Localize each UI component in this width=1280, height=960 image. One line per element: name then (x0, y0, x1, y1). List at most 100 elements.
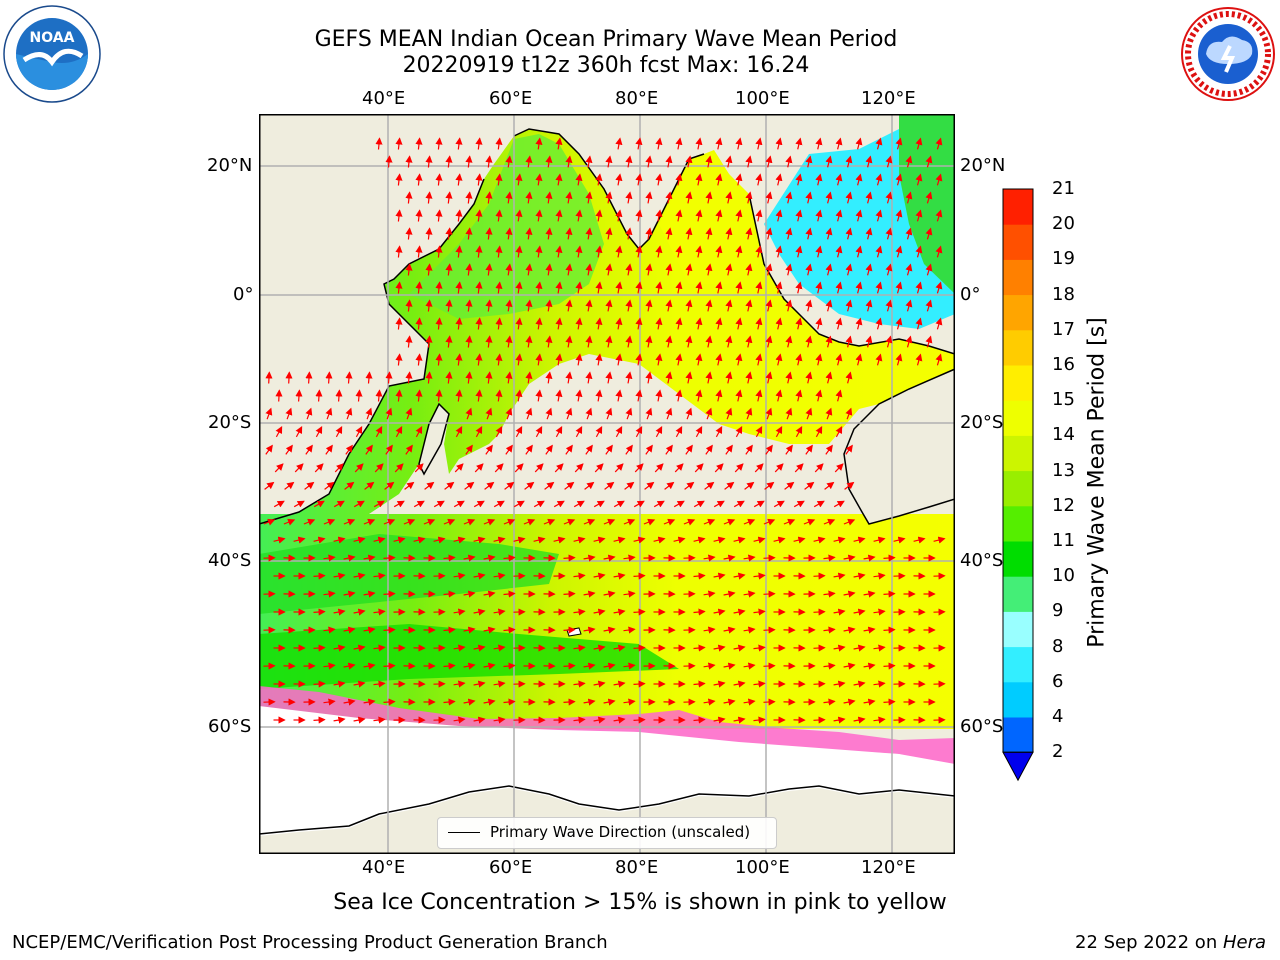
wave-arrow (863, 590, 876, 598)
wave-arrow (555, 209, 563, 222)
wave-arrow (805, 335, 813, 348)
wave-arrow (505, 444, 513, 455)
green-band (259, 624, 679, 689)
wave-arrow (635, 426, 643, 438)
wave-arrow (764, 481, 775, 490)
wave-arrow (735, 173, 743, 186)
wave-arrow (363, 554, 376, 562)
wave-arrow (684, 481, 695, 490)
colorbar-extend (1002, 751, 1034, 782)
wave-arrow (615, 281, 623, 294)
wave-arrow (333, 680, 346, 688)
colorbar-cell (1003, 646, 1033, 683)
wave-arrow (645, 227, 653, 240)
colorbar-tick-label: 8 (1052, 635, 1064, 657)
wave-arrow (453, 644, 466, 652)
wave-arrow (813, 572, 826, 580)
wave-arrow (505, 227, 513, 240)
wave-arrow (814, 463, 824, 473)
wave-arrow (785, 155, 793, 168)
wave-arrow (483, 698, 496, 706)
wave-arrow (763, 698, 776, 706)
wave-arrow (283, 518, 296, 526)
wave-arrow (474, 463, 484, 473)
wave-arrow (353, 608, 366, 616)
wave-arrow (675, 281, 683, 294)
wave-arrow (713, 680, 726, 688)
wave-arrow (855, 209, 863, 222)
wave-arrow (843, 554, 856, 562)
wave-arrow (443, 590, 456, 598)
wave-arrow (373, 572, 386, 580)
wave-arrow (475, 209, 483, 222)
wave-arrow (505, 191, 513, 204)
wave-arrow (313, 500, 325, 508)
wave-arrow (515, 245, 523, 258)
wave-arrow (614, 463, 624, 473)
wave-arrow (825, 371, 833, 384)
wave-arrow (445, 227, 453, 240)
wave-arrow (645, 299, 653, 312)
wave-arrow (553, 500, 565, 508)
wave-arrow (515, 281, 523, 294)
wave-arrow (585, 371, 593, 384)
wave-arrow (563, 518, 576, 526)
wave-arrow (465, 299, 473, 312)
wave-arrow (853, 680, 866, 688)
wave-arrow (493, 716, 506, 724)
wave-arrow (825, 191, 833, 204)
wave-arrow (885, 299, 893, 312)
wave-arrow (774, 463, 784, 473)
wave-arrow (613, 716, 626, 724)
wave-arrow (485, 371, 493, 384)
wave-arrow (715, 317, 723, 330)
wave-arrow (525, 407, 533, 420)
wave-arrow (513, 500, 525, 508)
wave-arrow (805, 155, 813, 168)
wave-arrow (645, 155, 653, 168)
wave-arrow (833, 644, 846, 652)
wave-arrow (715, 173, 723, 186)
wave-arrow (795, 426, 803, 438)
wave-arrow (723, 662, 736, 670)
wave-arrow (803, 518, 816, 526)
wave-arrow (835, 353, 843, 366)
wave-arrow (583, 662, 596, 670)
lat-tick-left-20n: 20°N (207, 155, 253, 176)
wave-arrow (373, 608, 386, 616)
lat-tick-left-40s: 40°S (208, 550, 252, 571)
wave-arrow (575, 389, 583, 402)
wave-arrow (313, 536, 326, 544)
wave-arrow (905, 299, 913, 312)
wave-arrow (743, 626, 756, 634)
wave-arrow (745, 299, 753, 312)
wave-arrow (915, 209, 923, 222)
wave-arrow (653, 536, 666, 544)
wave-arrow (353, 500, 365, 508)
wave-arrow (563, 698, 576, 706)
wave-arrow (773, 536, 786, 544)
wave-arrow (435, 245, 443, 258)
wave-arrow (595, 317, 603, 330)
wave-arrow (705, 299, 713, 312)
wave-arrow (813, 608, 826, 616)
wave-arrow (733, 680, 746, 688)
wave-arrow (573, 536, 586, 544)
wave-arrow (505, 263, 513, 276)
lat-tick-left-60s: 60°S (208, 716, 252, 737)
wave-arrow (565, 191, 573, 204)
wave-arrow (455, 426, 463, 438)
wave-arrow (475, 245, 483, 258)
wave-arrow (645, 444, 653, 455)
wave-arrow (883, 626, 896, 634)
wave-arrow (765, 407, 773, 420)
lat-tick-right-40s: 40°S (960, 550, 1004, 571)
bay-of-bengal (659, 152, 759, 284)
wave-arrow (865, 155, 873, 168)
wave-arrow (805, 191, 813, 204)
wave-arrow (703, 590, 716, 598)
wave-arrow (765, 191, 773, 204)
wave-arrow (824, 481, 835, 490)
wave-arrow (563, 590, 576, 598)
wave-arrow (865, 335, 873, 348)
